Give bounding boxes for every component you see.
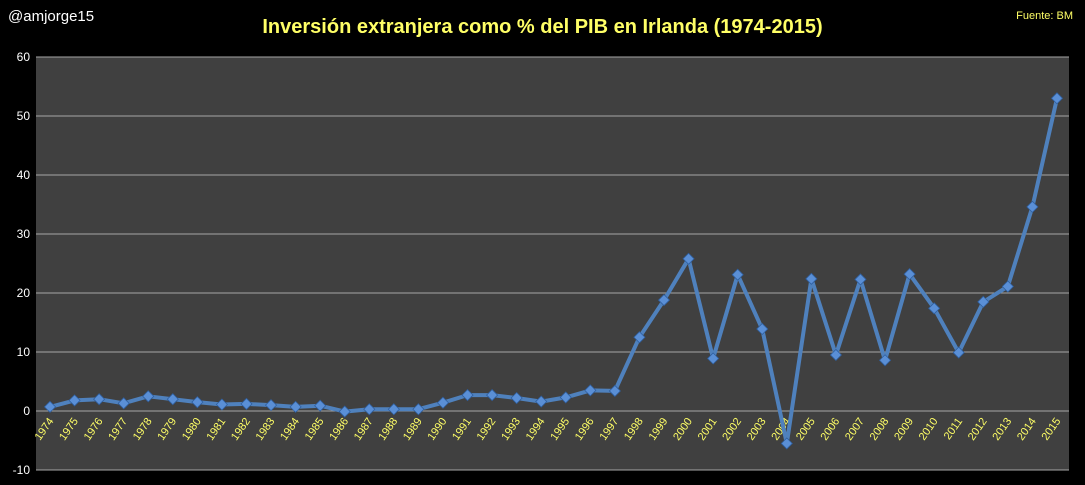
data-point [535,395,548,408]
y-tick-label: 10 [17,345,31,359]
data-point [682,252,695,265]
data-point [191,396,204,409]
data-point [805,272,818,285]
data-point [387,403,400,416]
chart-title: Inversión extranjera como % del PIB en I… [262,16,823,38]
data-point [633,331,646,344]
data-point [264,399,278,412]
data-point [215,398,228,411]
data-point [1001,280,1014,293]
data-point [878,354,892,367]
data-point [314,399,327,412]
y-tick-label: 0 [23,404,30,418]
data-point [486,389,499,402]
data-point [952,346,965,359]
data-point [928,302,941,315]
data-point [903,268,916,281]
data-point [68,394,81,407]
data-point [756,322,769,336]
data-point [412,403,425,416]
data-point [584,384,597,397]
data-point [1026,200,1039,213]
data-point [117,397,130,410]
data-point [731,268,744,281]
data-point [436,396,450,409]
data-point [829,348,842,362]
data-point [289,400,302,413]
data-point [240,397,253,410]
y-tick-label: 30 [17,227,31,241]
y-tick-label: 60 [17,50,31,64]
data-point [780,437,793,450]
data-point [854,273,867,286]
y-tick-label: 50 [17,109,31,123]
plot-area [36,57,1069,470]
data-point [657,294,671,307]
data-point [166,393,179,406]
data-point [93,393,106,406]
y-tick-label: 20 [17,286,31,300]
data-point [510,391,523,405]
source-label: Fuente: BM [1016,10,1073,22]
data-point [559,391,572,404]
data-point [977,295,990,308]
data-point [363,403,376,416]
y-tick-label: -10 [13,463,31,477]
data-point [461,389,474,402]
data-point [43,400,57,413]
data-point [142,390,155,403]
data-point [338,405,351,418]
y-tick-label: 40 [17,168,31,182]
data-point [707,352,720,365]
data-point [608,384,621,398]
data-point [1050,92,1064,105]
author-handle: @amjorge15 [8,8,95,25]
